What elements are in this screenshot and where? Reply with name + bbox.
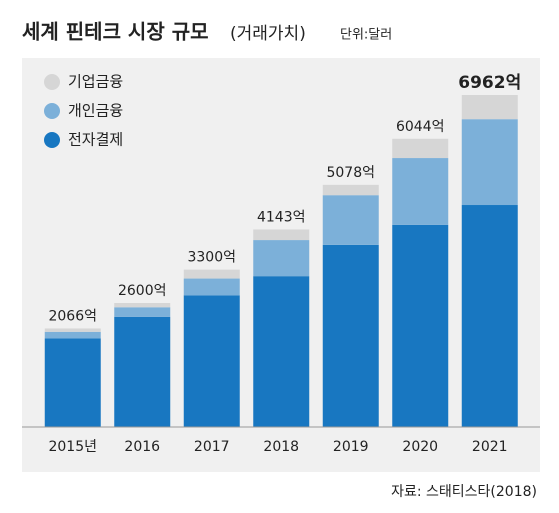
legend-swatch xyxy=(44,132,60,148)
bar-segment xyxy=(183,278,240,296)
legend-label: 전자결제 xyxy=(68,131,123,149)
legend-swatch xyxy=(44,103,60,119)
legend-swatch xyxy=(44,74,60,90)
total-label: 2066억 xyxy=(48,308,97,324)
x-tick-label: 2019 xyxy=(333,439,369,455)
unit-label: 단위:달러 xyxy=(340,28,392,43)
bar-segment xyxy=(322,184,379,196)
bar-segment xyxy=(114,316,171,427)
bar-segment xyxy=(253,276,310,427)
total-label: 5078억 xyxy=(326,165,375,181)
total-label: 6044억 xyxy=(396,119,445,135)
legend-label: 개인금융 xyxy=(68,102,123,120)
total-label: 4143억 xyxy=(257,209,306,225)
bar-segment xyxy=(461,205,518,427)
x-tick-label: 2016 xyxy=(124,439,160,455)
bar-segment xyxy=(44,331,101,339)
bar-segment xyxy=(114,303,171,308)
total-label: 3300억 xyxy=(187,250,236,266)
x-tick-label: 2020 xyxy=(402,439,438,455)
bar-segment xyxy=(461,119,518,206)
bar-segment xyxy=(183,295,240,427)
total-label: 6962억 xyxy=(458,73,521,93)
bar-segment xyxy=(392,224,449,427)
x-tick-label: 2018 xyxy=(263,439,299,455)
bar-segment xyxy=(253,240,310,277)
x-tick-label: 2021 xyxy=(472,439,508,455)
chart-title: 세계 핀테크 시장 규모 xyxy=(22,20,209,44)
bar-segment xyxy=(114,307,171,317)
x-tick-label: 2015년 xyxy=(48,439,97,455)
bar-segment xyxy=(322,244,379,427)
source: 자료: 스태티스타(2018) xyxy=(391,484,537,500)
bar-segment xyxy=(253,229,310,241)
bar-segment xyxy=(44,338,101,427)
bar-segment xyxy=(461,95,518,120)
bar-segment xyxy=(322,195,379,245)
bar-segment xyxy=(392,158,449,225)
bar-segment xyxy=(392,138,449,159)
legend-label: 기업금융 xyxy=(68,73,123,91)
chart-subtitle: (거래가치) xyxy=(230,24,306,44)
bar-segment xyxy=(44,328,101,332)
bar-segment xyxy=(183,269,240,279)
x-tick-label: 2017 xyxy=(194,439,230,455)
total-label: 2600억 xyxy=(118,283,167,299)
